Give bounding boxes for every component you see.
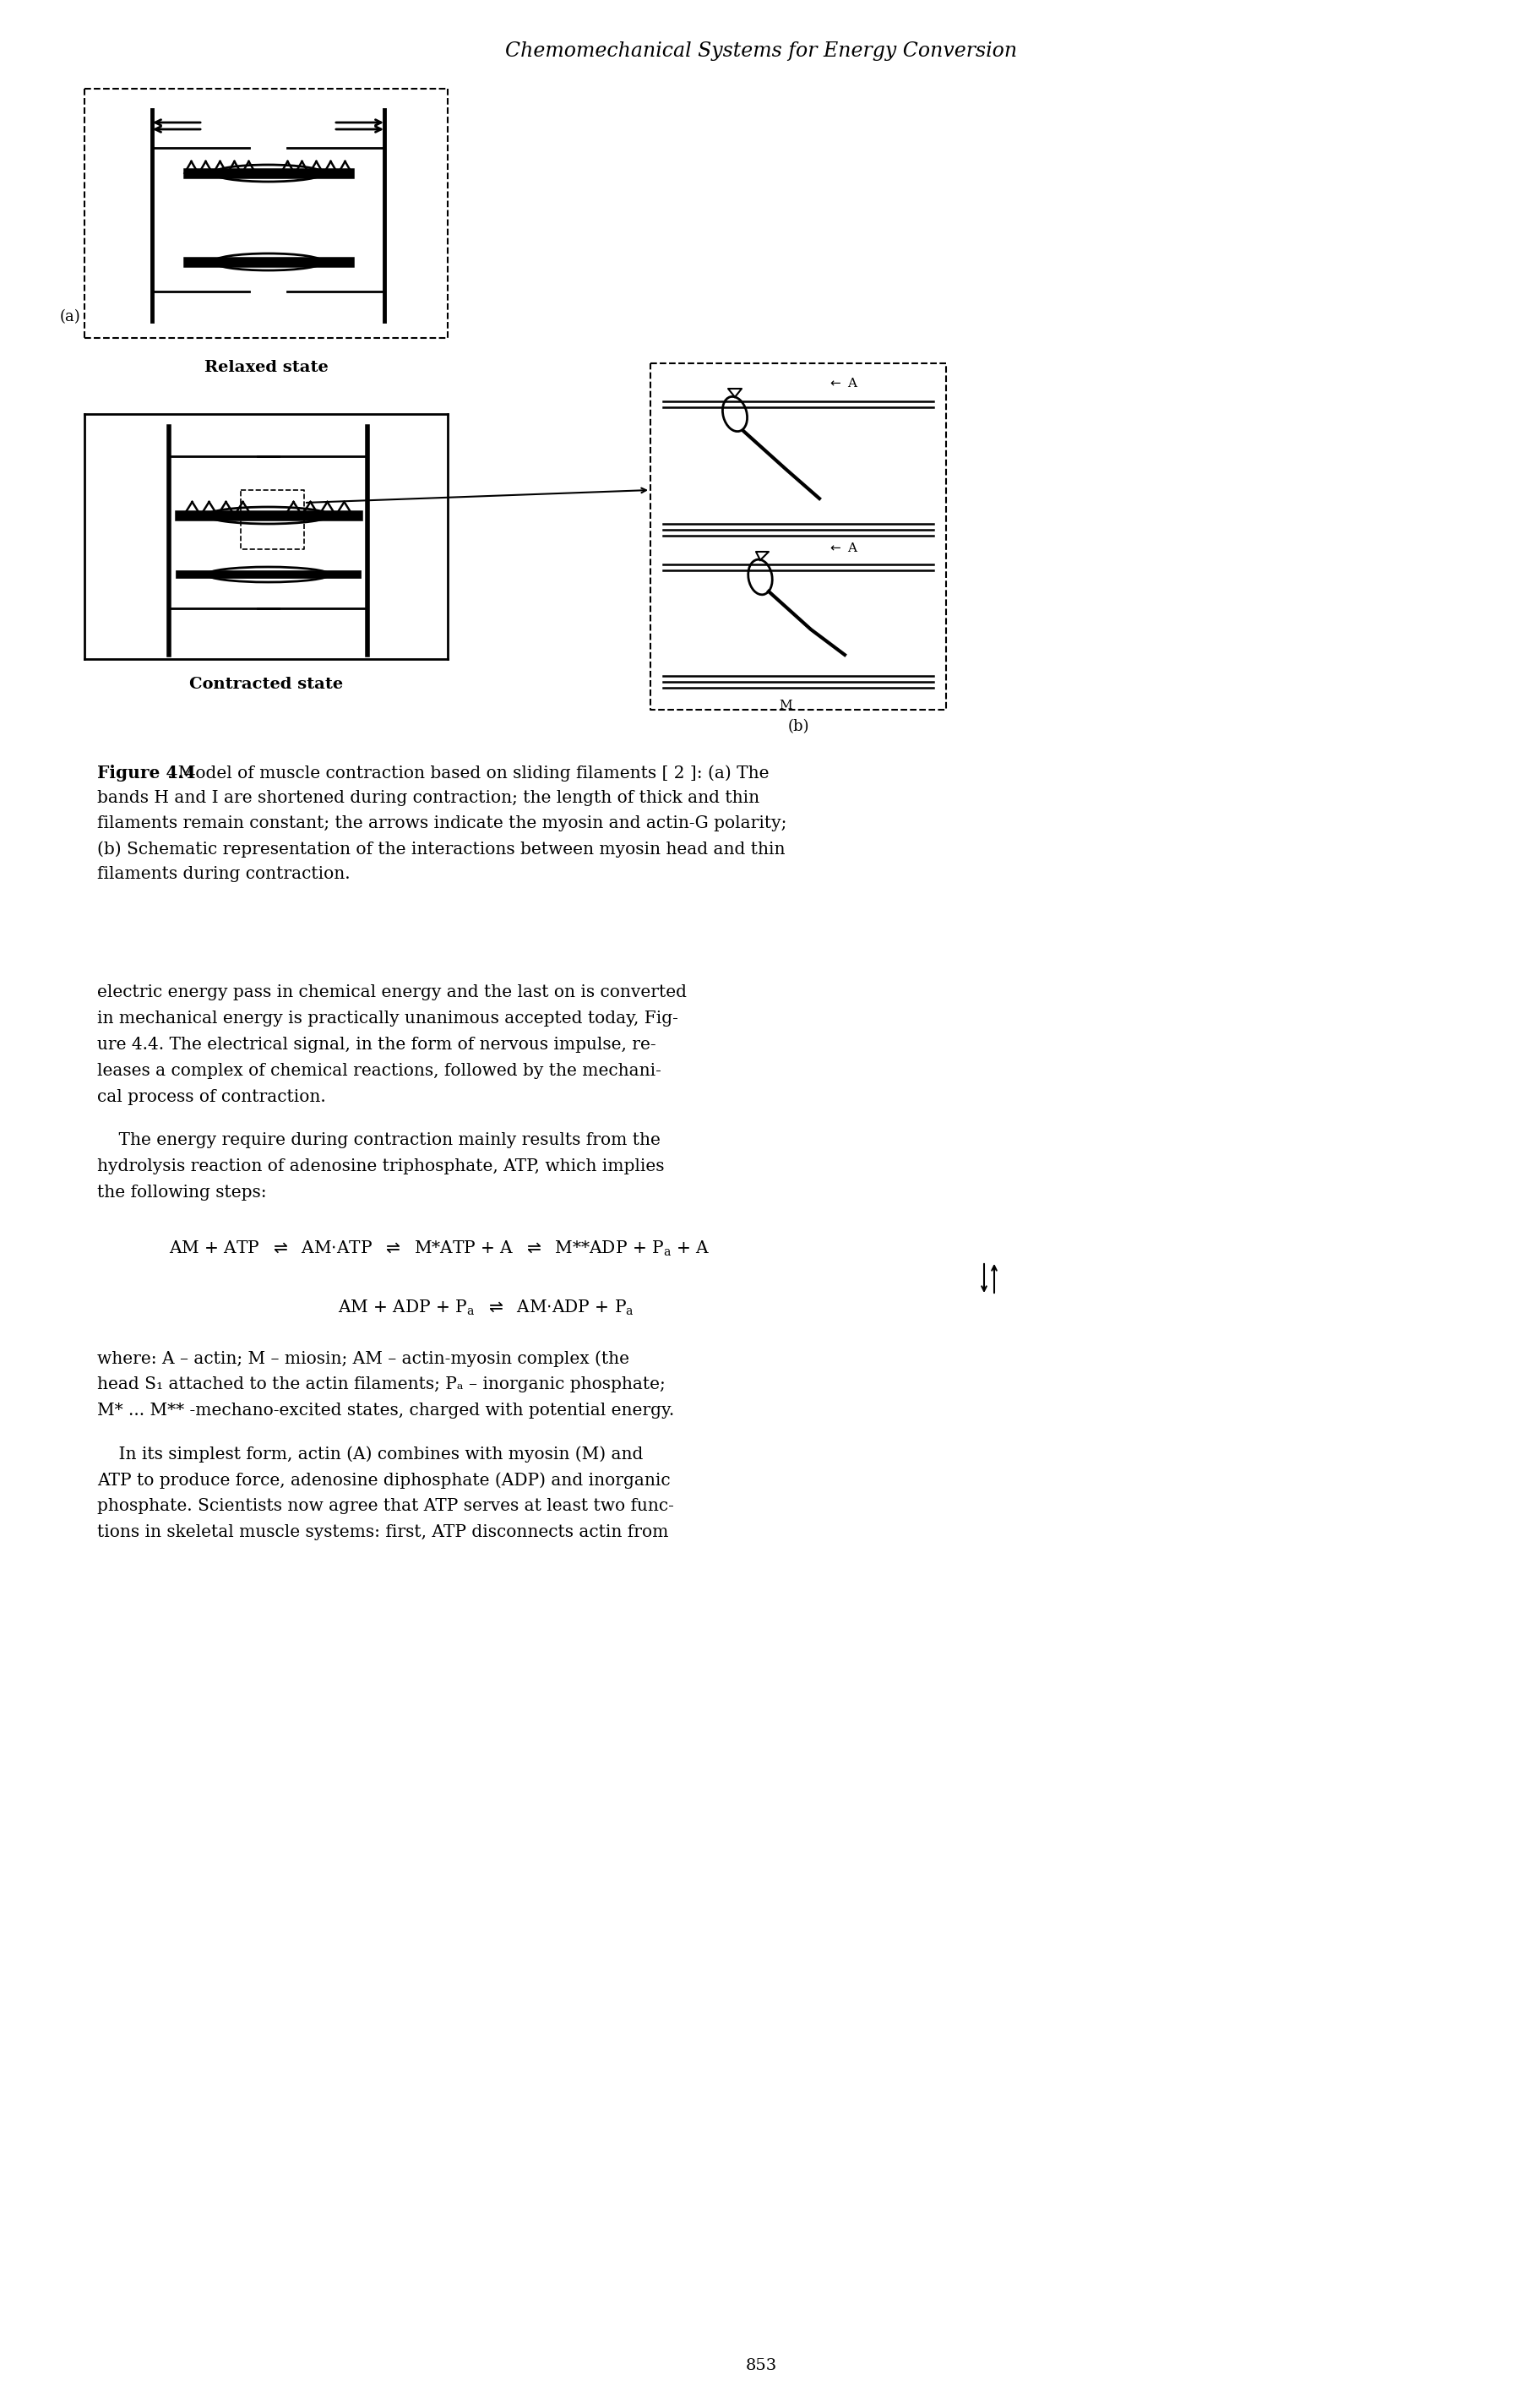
Ellipse shape — [207, 566, 329, 583]
Text: head S₁ attached to the actin filaments; Pₐ – inorganic phosphate;: head S₁ attached to the actin filaments;… — [97, 1377, 666, 1392]
Ellipse shape — [722, 397, 748, 431]
Text: leases a complex of chemical reactions, followed by the mechani-: leases a complex of chemical reactions, … — [97, 1062, 661, 1079]
Text: hydrolysis reaction of adenosine triphosphate, ATP, which implies: hydrolysis reaction of adenosine triphos… — [97, 1158, 664, 1175]
Text: In its simplest form, actin (A) combines with myosin (M) and: In its simplest form, actin (A) combines… — [97, 1445, 643, 1462]
Text: ure 4.4. The electrical signal, in the form of nervous impulse, re-: ure 4.4. The electrical signal, in the f… — [97, 1038, 656, 1052]
Ellipse shape — [213, 164, 323, 181]
Text: $\leftarrow$ A: $\leftarrow$ A — [829, 376, 859, 390]
Text: Chemomechanical Systems for Energy Conversion: Chemomechanical Systems for Energy Conve… — [506, 41, 1017, 60]
Ellipse shape — [213, 253, 323, 270]
Ellipse shape — [207, 508, 329, 525]
Text: $\leftarrow$ A: $\leftarrow$ A — [829, 542, 859, 554]
Text: in mechanical energy is practically unanimous accepted today, Fig-: in mechanical energy is practically unan… — [97, 1011, 678, 1026]
Text: M: M — [778, 701, 792, 710]
Text: bands H and I are shortened during contraction; the length of thick and thin: bands H and I are shortened during contr… — [97, 790, 760, 807]
Text: tions in skeletal muscle systems: first, ATP disconnects actin from: tions in skeletal muscle systems: first,… — [97, 1524, 669, 1541]
Text: Contracted state: Contracted state — [189, 677, 343, 691]
Text: . Model of muscle contraction based on sliding filaments [ 2 ]: (a) The: . Model of muscle contraction based on s… — [168, 766, 769, 780]
Text: the following steps:: the following steps: — [97, 1185, 267, 1202]
Text: (b): (b) — [787, 720, 809, 734]
Text: ATP to produce force, adenosine diphosphate (ADP) and inorganic: ATP to produce force, adenosine diphosph… — [97, 1471, 670, 1488]
Text: The energy require during contraction mainly results from the: The energy require during contraction ma… — [97, 1132, 661, 1149]
Text: electric energy pass in chemical energy and the last on is converted: electric energy pass in chemical energy … — [97, 985, 687, 999]
Ellipse shape — [748, 559, 772, 595]
Text: Figure 4.4: Figure 4.4 — [97, 766, 195, 783]
Text: (a): (a) — [59, 308, 81, 325]
Text: AM + ATP  $\rightleftharpoons$  AM$\cdot$ATP  $\rightleftharpoons$  M*ATP + A  $: AM + ATP $\rightleftharpoons$ AM$\cdot$A… — [169, 1240, 710, 1259]
Text: filaments remain constant; the arrows indicate the myosin and actin-G polarity;: filaments remain constant; the arrows in… — [97, 816, 787, 831]
Text: Relaxed state: Relaxed state — [204, 359, 327, 376]
Text: where: A – actin; M – miosin; AM – actin-myosin complex (the: where: A – actin; M – miosin; AM – actin… — [97, 1351, 629, 1368]
Text: 853: 853 — [745, 2357, 777, 2374]
Text: cal process of contraction.: cal process of contraction. — [97, 1088, 326, 1105]
Text: (b) Schematic representation of the interactions between myosin head and thin: (b) Schematic representation of the inte… — [97, 840, 786, 857]
Text: filaments during contraction.: filaments during contraction. — [97, 867, 350, 881]
Text: phosphate. Scientists now agree that ATP serves at least two func-: phosphate. Scientists now agree that ATP… — [97, 1498, 675, 1515]
Text: AM + ADP + P$_\mathregular{a}$  $\rightleftharpoons$  AM$\cdot$ADP + P$_\mathreg: AM + ADP + P$_\mathregular{a}$ $\rightle… — [338, 1298, 634, 1317]
Text: M* ... M** -mechano-excited states, charged with potential energy.: M* ... M** -mechano-excited states, char… — [97, 1401, 675, 1418]
